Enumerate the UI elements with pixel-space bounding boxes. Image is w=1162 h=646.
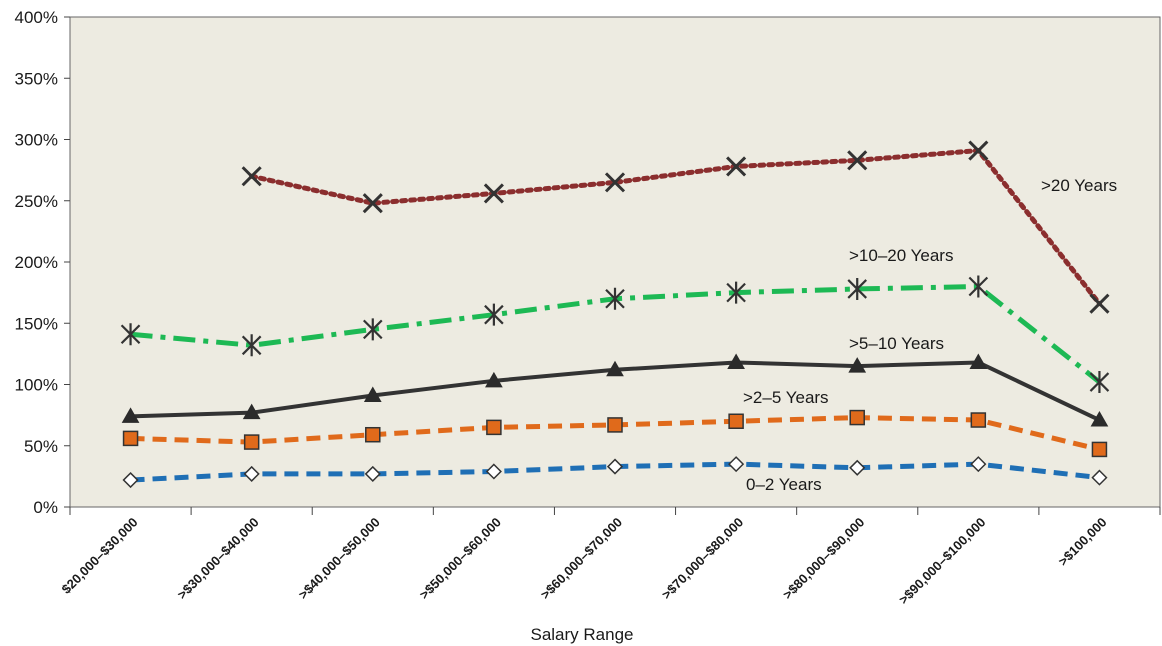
y-axis: 0% 50% 100% 150% 200% 250% 300% 350% 400% <box>15 8 70 517</box>
plot-area <box>69 16 1161 508</box>
data-point <box>485 371 503 388</box>
x-tick-label: $20,000–$30,000 <box>58 515 140 597</box>
y-tick-label: 400% <box>15 8 58 27</box>
series-label: >5–10 Years <box>849 334 944 353</box>
data-point <box>607 417 623 433</box>
data-point <box>122 471 139 489</box>
data-point <box>121 407 140 423</box>
y-tick-label: 150% <box>15 314 58 333</box>
x-tick-label: >$30,000–$40,000 <box>174 515 262 603</box>
data-point <box>968 275 989 298</box>
data-point <box>1089 293 1110 314</box>
y-tick-label: 0% <box>33 498 58 517</box>
data-point <box>970 412 987 428</box>
data-point <box>726 281 746 304</box>
data-point <box>849 459 866 476</box>
y-tick-label: 250% <box>15 192 58 211</box>
series-markers <box>120 140 1110 489</box>
y-tick-label: 200% <box>15 253 58 272</box>
data-point <box>483 183 504 204</box>
data-point <box>243 434 260 450</box>
data-point <box>849 409 865 426</box>
data-point <box>604 172 626 193</box>
data-point <box>727 353 745 369</box>
x-axis: $20,000–$30,000 >$30,000–$40,000 >$40,000–… <box>58 507 1161 608</box>
series-label: 0–2 Years <box>746 475 822 494</box>
x-tick-label: >$50,000–$60,000 <box>416 515 504 603</box>
series-label: >20 Years <box>1041 176 1117 195</box>
data-point <box>1090 411 1109 427</box>
data-point <box>969 353 988 369</box>
data-point <box>1089 371 1110 394</box>
data-point <box>242 403 261 420</box>
data-point <box>1091 469 1108 486</box>
data-point <box>122 430 139 447</box>
data-point <box>365 426 381 443</box>
series-labels: 0–2 Years >2–5 Years >5–10 Years >10–20 Yea… <box>743 176 1117 494</box>
series-label: >2–5 Years <box>743 388 829 407</box>
series-label: >10–20 Years <box>849 246 953 265</box>
x-tick-label: >$70,000–$80,000 <box>659 515 747 603</box>
data-point <box>364 465 381 482</box>
data-point <box>363 386 382 403</box>
y-tick-label: 300% <box>15 131 58 150</box>
x-tick-label: >$60,000–$70,000 <box>538 515 626 603</box>
data-point <box>606 360 624 377</box>
data-point <box>484 303 504 326</box>
data-point <box>970 456 987 473</box>
data-point <box>968 140 989 161</box>
data-point <box>120 323 141 346</box>
data-point <box>486 419 502 436</box>
data-point <box>847 150 868 171</box>
data-point <box>728 456 745 473</box>
data-point <box>847 277 867 300</box>
data-point <box>848 357 867 373</box>
data-point <box>241 166 262 187</box>
data-point <box>606 458 624 475</box>
data-point <box>728 413 744 429</box>
y-tick-label: 350% <box>15 69 58 88</box>
x-axis-title: Salary Range <box>530 625 633 644</box>
y-tick-label: 50% <box>24 437 58 456</box>
x-tick-label: >$100,000 <box>1055 515 1109 569</box>
data-point <box>363 318 383 341</box>
data-point <box>726 156 747 177</box>
x-tick-label: >$90,000–$100,000 <box>896 515 989 608</box>
data-point <box>485 463 502 480</box>
y-tick-label: 100% <box>15 376 58 395</box>
data-point <box>362 193 383 214</box>
data-point <box>1091 441 1108 458</box>
data-point <box>243 465 260 482</box>
series-line <box>249 148 1102 307</box>
x-tick-label: >$40,000–$50,000 <box>295 515 383 603</box>
x-tick-label: >$80,000–$90,000 <box>780 515 868 603</box>
data-point <box>241 334 262 357</box>
data-point <box>605 287 625 310</box>
